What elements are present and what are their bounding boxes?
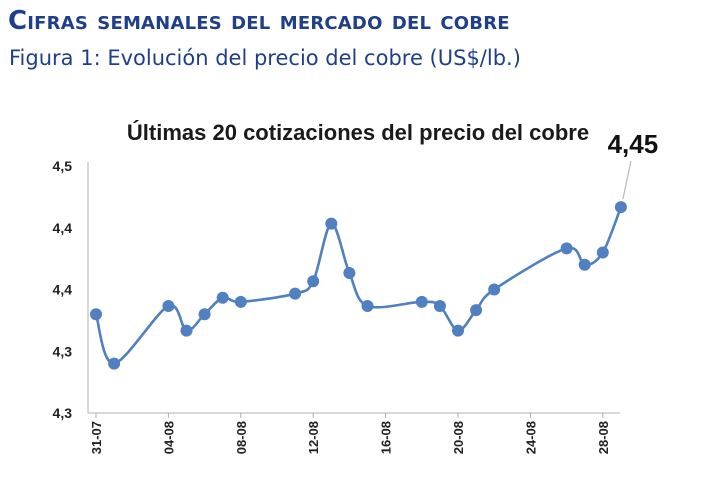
series-line-group bbox=[90, 201, 627, 370]
y-tick-label: 4,4 bbox=[53, 220, 73, 236]
series-line bbox=[94, 206, 623, 365]
annotation-label: 4,45 bbox=[608, 129, 659, 159]
x-tick-label: 12-08 bbox=[306, 421, 321, 454]
data-point bbox=[452, 324, 464, 337]
annotation-leader-line bbox=[622, 161, 632, 200]
value-annotation-group: 4,45 bbox=[608, 129, 659, 200]
x-tick-label: 20-08 bbox=[451, 421, 466, 454]
data-point bbox=[180, 324, 193, 337]
x-tick-label: 04-08 bbox=[161, 421, 176, 454]
x-tick-label: 24-08 bbox=[523, 421, 538, 454]
data-point bbox=[415, 295, 428, 308]
data-point bbox=[162, 299, 175, 312]
data-point bbox=[596, 246, 609, 259]
y-tick-label: 4,5 bbox=[53, 158, 73, 174]
data-point bbox=[614, 201, 627, 214]
data-point bbox=[470, 304, 483, 317]
chart-axes: 4,3 4,3 4,4 4,4 4,5 31-07 04-08 08-08 12-08 16-08… bbox=[53, 158, 620, 454]
data-point bbox=[325, 217, 338, 230]
figure-caption: Figura 1: Evolución del precio del cobre… bbox=[9, 46, 521, 70]
y-tick-label: 4,4 bbox=[53, 282, 73, 298]
data-point bbox=[560, 242, 573, 255]
data-point bbox=[289, 287, 302, 300]
data-point bbox=[108, 357, 121, 370]
data-point bbox=[433, 299, 446, 312]
y-tick-label: 4,3 bbox=[53, 343, 73, 359]
data-point bbox=[198, 308, 211, 321]
chart-title: Últimas 20 cotizaciones del precio del c… bbox=[127, 120, 589, 145]
y-tick-label: 4,3 bbox=[53, 405, 73, 421]
x-tick-label: 28-08 bbox=[596, 421, 611, 454]
data-point bbox=[90, 308, 102, 321]
data-point bbox=[343, 267, 356, 280]
page-title: Cifras semanales del mercado del cobre bbox=[8, 6, 510, 36]
x-tick-label: 31-07 bbox=[89, 421, 104, 454]
data-point bbox=[234, 295, 247, 308]
data-point bbox=[488, 283, 501, 296]
x-tick-label: 08-08 bbox=[234, 421, 249, 454]
data-point bbox=[578, 258, 591, 271]
data-point bbox=[361, 299, 374, 312]
data-point bbox=[216, 291, 229, 304]
data-point bbox=[307, 275, 320, 288]
x-tick-label: 16-08 bbox=[379, 421, 394, 454]
